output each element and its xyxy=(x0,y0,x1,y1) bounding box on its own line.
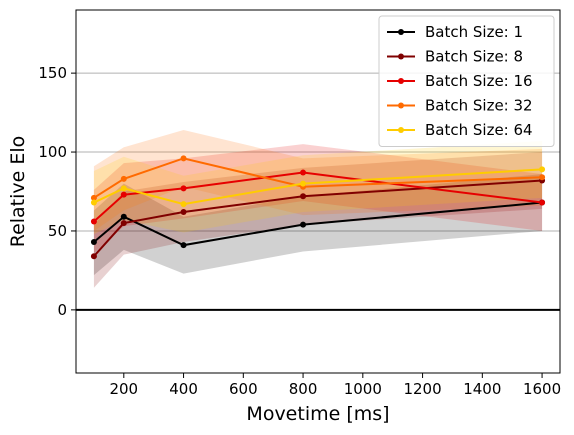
legend-marker xyxy=(398,102,404,109)
confidence-band-4 xyxy=(93,140,543,235)
legend-label: Batch Size: 32 xyxy=(425,97,533,115)
data-point xyxy=(120,220,127,227)
data-point xyxy=(300,180,307,187)
data-point xyxy=(180,201,187,208)
confidence-band-3 xyxy=(93,129,543,231)
legend-marker xyxy=(398,78,404,84)
legend-marker xyxy=(398,29,404,35)
legend-label: Batch Size: 16 xyxy=(425,72,533,90)
data-point xyxy=(90,239,97,246)
confidence-band-0 xyxy=(93,174,543,276)
x-tick-label: 600 xyxy=(229,380,258,398)
data-point xyxy=(90,199,97,206)
y-tick-label: 150 xyxy=(38,64,67,82)
data-point xyxy=(300,221,307,228)
data-point xyxy=(300,193,307,200)
x-tick-label: 400 xyxy=(169,380,198,398)
axis-ticks: 200 400 600 800 1000 1200 1400 1600 0 50 100 150 xyxy=(38,64,561,398)
legend: Batch Size: 1 Batch Size: 8 Batch Size: 16… xyxy=(378,15,555,147)
data-point xyxy=(90,218,97,225)
legend-marker xyxy=(398,53,404,60)
data-point xyxy=(90,253,97,260)
data-point xyxy=(120,185,127,192)
data-point xyxy=(120,191,127,198)
x-tick-label: 800 xyxy=(289,380,318,398)
legend-marker xyxy=(398,127,404,133)
data-point xyxy=(180,155,187,162)
legend-label: Batch Size: 1 xyxy=(425,23,523,41)
legend-label: Batch Size: 8 xyxy=(425,48,523,66)
x-axis-label: Movetime [ms] xyxy=(246,403,389,425)
data-point xyxy=(120,213,127,220)
x-tick-label: 1600 xyxy=(523,380,561,398)
x-tick-label: 1000 xyxy=(344,380,382,398)
legend-box xyxy=(378,15,555,147)
y-axis-label: Relative Elo xyxy=(7,136,29,248)
data-point xyxy=(120,175,127,182)
data-point xyxy=(180,242,187,249)
series-points xyxy=(90,155,546,260)
y-tick-label: 100 xyxy=(38,143,67,161)
x-tick-label: 1400 xyxy=(463,380,501,398)
data-point xyxy=(180,209,187,216)
data-point xyxy=(90,194,97,201)
plot-frame xyxy=(75,9,561,374)
data-point xyxy=(539,174,546,181)
x-tick-label: 200 xyxy=(109,380,138,398)
legend-label: Batch Size: 64 xyxy=(425,121,533,139)
x-tick-label: 1200 xyxy=(403,380,441,398)
confidence-band-2 xyxy=(93,144,543,254)
y-tick-label: 0 xyxy=(57,301,67,319)
y-tick-label: 50 xyxy=(48,222,67,240)
data-point xyxy=(300,169,307,176)
data-point xyxy=(180,185,187,192)
data-point xyxy=(539,199,546,206)
data-point xyxy=(539,166,546,173)
